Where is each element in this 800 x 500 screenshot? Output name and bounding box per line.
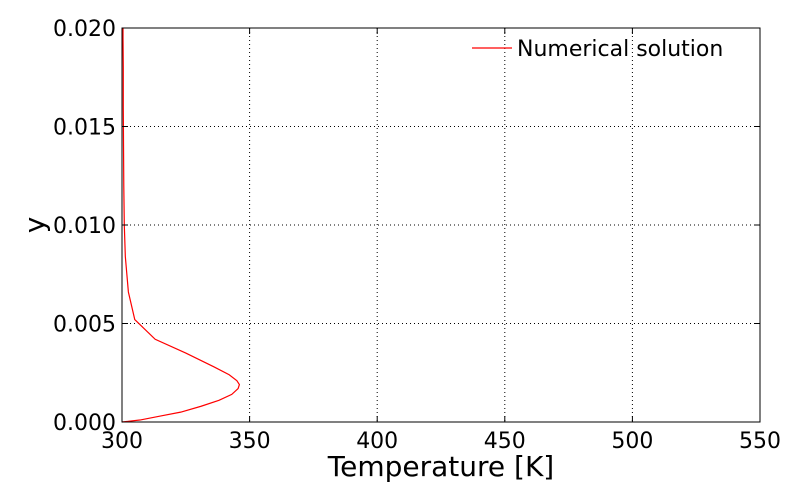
plot-frame: [121, 27, 761, 423]
x-tick-label: 300: [101, 429, 143, 454]
x-tick-label: 550: [739, 429, 781, 454]
x-tick-label: 350: [229, 429, 271, 454]
y-tick-label: 0.000: [53, 411, 116, 436]
y-tick-label: 0.005: [53, 313, 116, 338]
y-tick-labels: 0.000 0.005 0.010 0.015 0.020: [53, 17, 116, 436]
legend: Numerical solution: [472, 37, 723, 62]
x-tick-labels: 300 350 400 450 500 550: [101, 429, 781, 454]
y-tick-label: 0.010: [53, 214, 116, 239]
series-line-0: [121, 28, 241, 423]
x-axis-label: Temperature [K]: [327, 450, 554, 483]
y-tick-label: 0.020: [53, 17, 116, 42]
legend-label: Numerical solution: [517, 37, 723, 62]
x-tick-label: 400: [356, 429, 398, 454]
x-tick-label: 450: [484, 429, 526, 454]
grid-lines: [122, 28, 760, 422]
x-tick-label: 500: [611, 429, 653, 454]
series-layer: [121, 28, 241, 423]
y-axis-label: y: [18, 217, 51, 234]
y-tick-label: 0.015: [53, 116, 116, 141]
tick-marks: [121, 27, 761, 423]
